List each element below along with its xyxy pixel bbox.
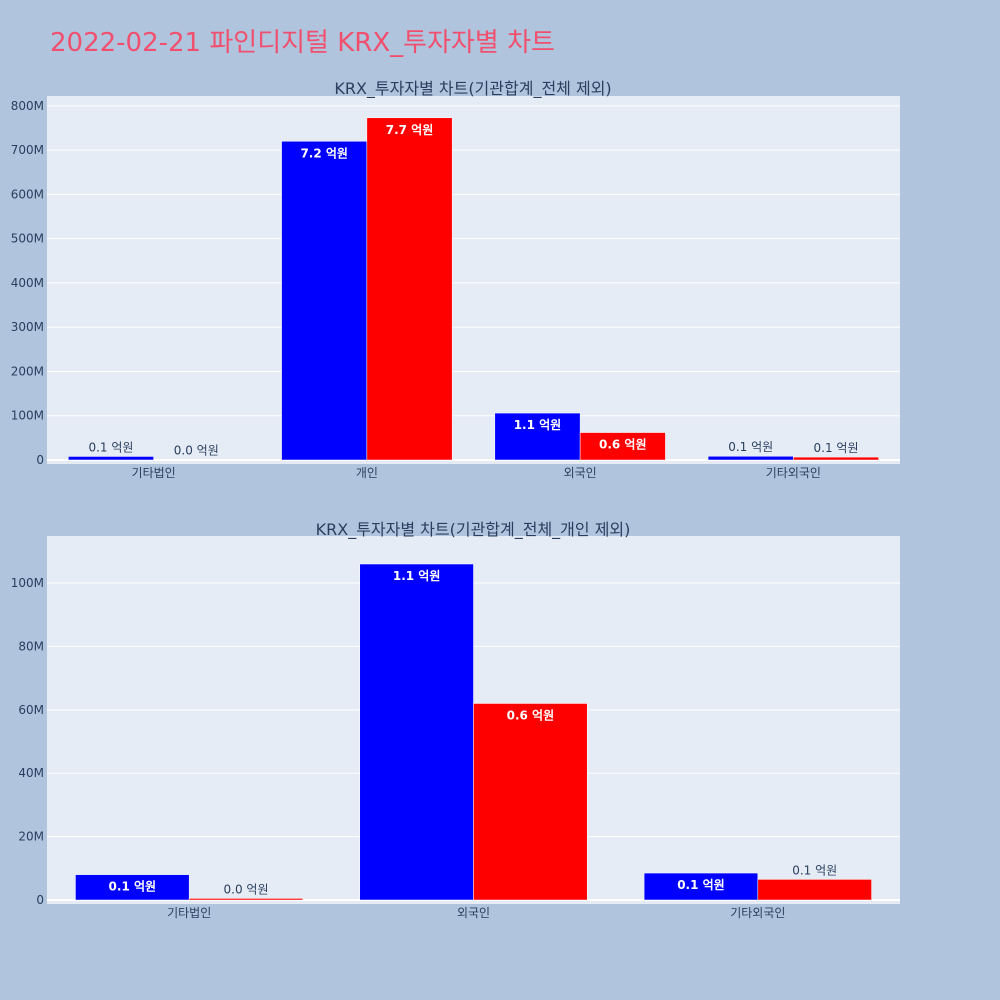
- chart1-title: KRX_투자자별 차트(기관합계_전체 제외): [334, 79, 611, 99]
- chart1-data-label: 0.6 억원: [599, 438, 647, 452]
- chart1-data-label: 0.1 억원: [728, 440, 773, 454]
- chart2-bar: [473, 703, 588, 901]
- chart1-bar: [153, 459, 240, 461]
- chart1-data-label: 0.1 억원: [814, 441, 859, 455]
- chart2-title: KRX_투자자별 차트(기관합계_전체_개인 제외): [316, 520, 631, 540]
- chart1-xtick-label: 기타법인: [132, 466, 176, 480]
- chart2-ytick-label: 0: [36, 893, 44, 907]
- chart1-ytick-label: 400M: [11, 276, 44, 290]
- chart1-plot-area: [47, 96, 900, 464]
- chart2-ytick-label: 80M: [18, 639, 44, 653]
- chart1-data-label: 1.1 억원: [514, 418, 562, 432]
- chart1-bar: [494, 412, 581, 461]
- chart2-bar: [188, 898, 304, 901]
- chart1-bar: [793, 456, 879, 461]
- chart2-data-label: 1.1 억원: [393, 569, 441, 583]
- chart2-bar: [643, 872, 759, 901]
- chart2-ytick-label: 40M: [18, 766, 44, 780]
- chart1-xtick-label: 기타외국인: [766, 466, 821, 480]
- chart1-ytick-label: 0: [36, 453, 44, 467]
- chart1-ytick-label: 200M: [11, 364, 44, 378]
- chart1-xtick-label: 외국인: [564, 466, 597, 480]
- chart2-ytick-label: 100M: [11, 576, 44, 590]
- chart2-xtick-label: 기타외국인: [730, 906, 785, 920]
- chart2-ytick-label: 60M: [18, 703, 44, 717]
- chart1-data-label: 0.1 억원: [88, 440, 133, 454]
- chart1-ytick-label: 500M: [11, 232, 44, 246]
- chart1-bar: [366, 117, 453, 461]
- chart1-bar: [68, 456, 154, 461]
- chart1-xtick-label: 개인: [356, 466, 378, 480]
- chart1-ytick-label: 100M: [11, 409, 44, 423]
- chart1-ytick-label: 700M: [11, 143, 44, 157]
- chart2-data-label: 0.1 억원: [677, 878, 725, 892]
- chart2-xtick-label: 외국인: [457, 906, 490, 920]
- chart1-data-label: 7.7 억원: [386, 123, 434, 137]
- chart2-data-label: 0.1 억원: [109, 880, 157, 894]
- page-title: 2022-02-21 파인디지털 KRX_투자자별 차트: [50, 28, 555, 58]
- chart2-data-label: 0.6 억원: [507, 708, 555, 722]
- chart1-ytick-label: 800M: [11, 99, 44, 113]
- chart2-data-label: 0.1 억원: [792, 863, 837, 877]
- chart1-bar: [707, 455, 794, 461]
- chart1-ytick-label: 300M: [11, 320, 44, 334]
- chart2-bar: [75, 874, 190, 901]
- chart2-bar: [359, 563, 474, 901]
- chart1-data-label: 0.0 억원: [174, 444, 219, 458]
- chart1-bar: [579, 432, 666, 461]
- chart2-data-label: 0.0 억원: [224, 882, 269, 896]
- chart2-ytick-label: 20M: [18, 830, 44, 844]
- chart1-bar: [281, 141, 368, 461]
- chart1-ytick-label: 600M: [11, 187, 44, 201]
- chart1-data-label: 7.2 억원: [300, 146, 348, 160]
- chart2-xtick-label: 기타법인: [167, 906, 211, 920]
- chart2-bar: [757, 879, 872, 901]
